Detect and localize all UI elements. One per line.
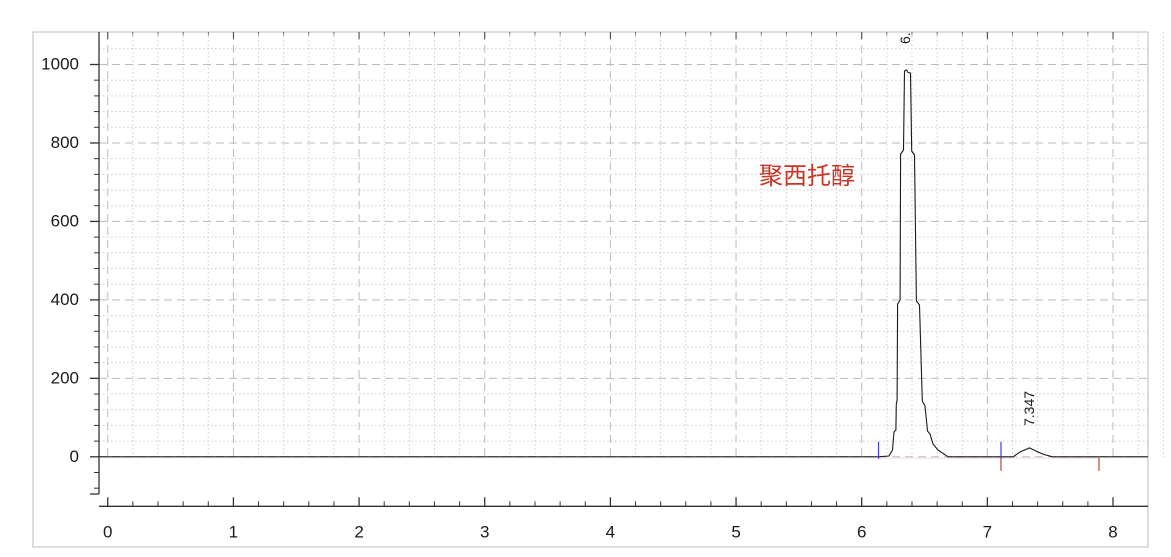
svg-text:聚西托醇: 聚西托醇: [759, 163, 855, 190]
svg-text:5: 5: [731, 522, 740, 541]
svg-text:400: 400: [51, 290, 79, 309]
svg-text:6.370: 6.370: [897, 9, 913, 44]
svg-text:7.347: 7.347: [1021, 391, 1037, 426]
svg-text:2: 2: [354, 522, 363, 541]
svg-text:600: 600: [51, 211, 79, 230]
svg-text:0: 0: [103, 522, 112, 541]
svg-text:200: 200: [51, 368, 79, 387]
svg-text:800: 800: [51, 133, 79, 152]
svg-text:8: 8: [1108, 522, 1117, 541]
svg-text:1: 1: [229, 522, 238, 541]
svg-text:0: 0: [70, 447, 79, 466]
svg-text:4: 4: [606, 522, 615, 541]
svg-text:1000: 1000: [41, 55, 79, 74]
svg-text:7: 7: [983, 522, 992, 541]
svg-text:6: 6: [857, 522, 866, 541]
svg-text:3: 3: [480, 522, 489, 541]
